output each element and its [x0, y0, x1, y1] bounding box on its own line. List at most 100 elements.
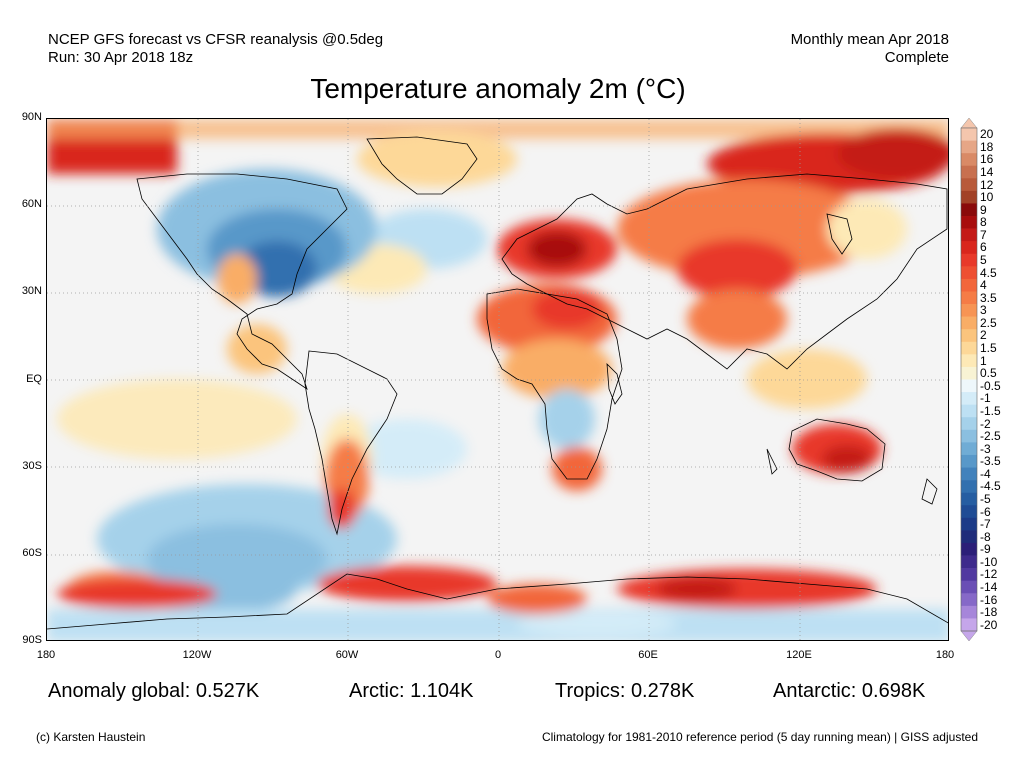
- colorbar-swatch: [961, 568, 977, 581]
- lon-label-180w: 180: [36, 649, 56, 661]
- colorbar-label: -16: [980, 592, 998, 607]
- lat-label-90s: 90S: [22, 634, 42, 646]
- lat-label-90n: 90N: [21, 111, 42, 123]
- colorbar-label: 0.5: [980, 366, 997, 381]
- lat-label-eq: EQ: [26, 373, 42, 385]
- model-description: NCEP GFS forecast vs CFSR reanalysis @0.…: [48, 31, 384, 48]
- colorbar-swatch: [961, 241, 977, 255]
- colorbar-label: 5: [980, 253, 987, 268]
- graticule: [47, 119, 948, 640]
- colorbar-label: 4: [980, 278, 987, 293]
- colorbar-label: 1: [980, 353, 987, 368]
- colorbar-swatch: [961, 304, 977, 317]
- colorbar-swatch: [961, 429, 977, 443]
- colorbar-swatch: [961, 593, 977, 607]
- colorbar: [960, 118, 978, 641]
- lon-label-120e: 120E: [786, 649, 812, 661]
- anomaly-field: [47, 119, 948, 640]
- colorbar-label: -20: [980, 617, 998, 632]
- lon-label-60w: 60W: [335, 649, 359, 661]
- colorbar-swatch: [961, 555, 977, 569]
- colorbar-label: 12: [980, 177, 994, 192]
- colorbar-label: -4: [980, 466, 991, 481]
- colorbar-label: 7: [980, 227, 987, 242]
- colorbar-label: -9: [980, 542, 991, 557]
- colorbar-swatch: [961, 417, 977, 431]
- colorbar-swatch: [961, 467, 977, 481]
- colorbar-swatch: [961, 165, 977, 179]
- colorbar-swatch: [961, 228, 977, 242]
- colorbar-swatch: [961, 505, 977, 519]
- colorbar-swatch: [961, 605, 977, 619]
- colorbar-swatch: [961, 190, 977, 204]
- colorbar-label: -14: [980, 579, 998, 594]
- colorbar-swatch: [961, 454, 977, 468]
- colorbar-label: -7: [980, 517, 991, 532]
- colorbar-swatch: [961, 316, 977, 330]
- colorbar-label: -12: [980, 567, 998, 582]
- colorbar-swatch: [961, 178, 977, 192]
- colorbar-label: -2.5: [980, 429, 1001, 444]
- colorbar-label: -18: [980, 605, 998, 620]
- lon-label-60e: 60E: [638, 649, 658, 661]
- colorbar-label: 10: [980, 190, 994, 205]
- colorbar-label: 2.5: [980, 315, 997, 330]
- colorbar-label: 3.5: [980, 290, 997, 305]
- lat-label-60s: 60S: [22, 547, 42, 559]
- colorbar-max-arrow: [960, 118, 978, 129]
- colorbar-swatch: [961, 203, 977, 217]
- stat-antarctic: Antarctic: 0.698K: [773, 680, 926, 702]
- colorbar-label: -8: [980, 529, 991, 544]
- colorbar-label: -3: [980, 441, 991, 456]
- colorbar-swatch: [961, 517, 977, 531]
- lat-label-60n: 60N: [21, 198, 42, 210]
- colorbar-swatch: [961, 140, 977, 154]
- colorbar-swatch: [961, 253, 977, 267]
- colorbar-label: 16: [980, 152, 994, 167]
- colorbar-swatch: [961, 404, 977, 418]
- colorbar-label: 4.5: [980, 265, 997, 280]
- colorbar-label: -5: [980, 491, 991, 506]
- map-title: Temperature anomaly 2m (°C): [310, 73, 686, 104]
- climatology-note: Climatology for 1981-2010 reference peri…: [541, 730, 978, 744]
- colorbar-swatch: [961, 128, 977, 141]
- lon-label-0: 0: [494, 649, 502, 661]
- colorbar-swatch: [961, 278, 977, 292]
- credit: (c) Karsten Haustein: [36, 730, 146, 744]
- colorbar-swatch: [961, 153, 977, 167]
- colorbar-swatch: [961, 266, 977, 280]
- colorbar-swatch: [961, 492, 977, 506]
- lat-label-30n: 30N: [21, 285, 42, 297]
- colorbar-label: -10: [980, 554, 998, 569]
- colorbar-min-arrow: [960, 630, 978, 641]
- anomaly-map-graphic: [47, 119, 948, 640]
- colorbar-label: 6: [980, 240, 987, 255]
- colorbar-label: 18: [980, 139, 994, 154]
- colorbar-label: -2: [980, 416, 991, 431]
- colorbar-swatch: [961, 618, 977, 632]
- colorbar-swatch: [961, 580, 977, 594]
- lat-label-30s: 30S: [22, 460, 42, 472]
- colorbar-swatch: [961, 354, 977, 368]
- colorbar-swatch: [961, 216, 977, 229]
- colorbar-label: -6: [980, 504, 991, 519]
- colorbar-label: -4.5: [980, 479, 1001, 494]
- colorbar-swatch: [961, 291, 977, 305]
- colorbar-label: -1.5: [980, 403, 1001, 418]
- colorbar-label: -1: [980, 391, 991, 406]
- lon-label-180e: 180: [935, 649, 955, 661]
- stat-tropics: Tropics: 0.278K: [555, 680, 695, 702]
- colorbar-swatch: [961, 341, 977, 355]
- lon-label-120w: 120W: [182, 649, 212, 661]
- stat-arctic: Arctic: 1.104K: [349, 680, 474, 702]
- colorbar-swatch: [961, 542, 977, 556]
- colorbar-label: -3.5: [980, 454, 1001, 469]
- colorbar-swatch: [961, 392, 977, 405]
- colorbar-swatch: [961, 329, 977, 343]
- colorbar-label: 8: [980, 215, 987, 230]
- colorbar-label: 9: [980, 202, 987, 217]
- colorbar-swatch: [961, 366, 977, 380]
- colorbar-swatch: [961, 442, 977, 456]
- anomaly-map: [46, 118, 949, 641]
- colorbar-swatch: [961, 530, 977, 544]
